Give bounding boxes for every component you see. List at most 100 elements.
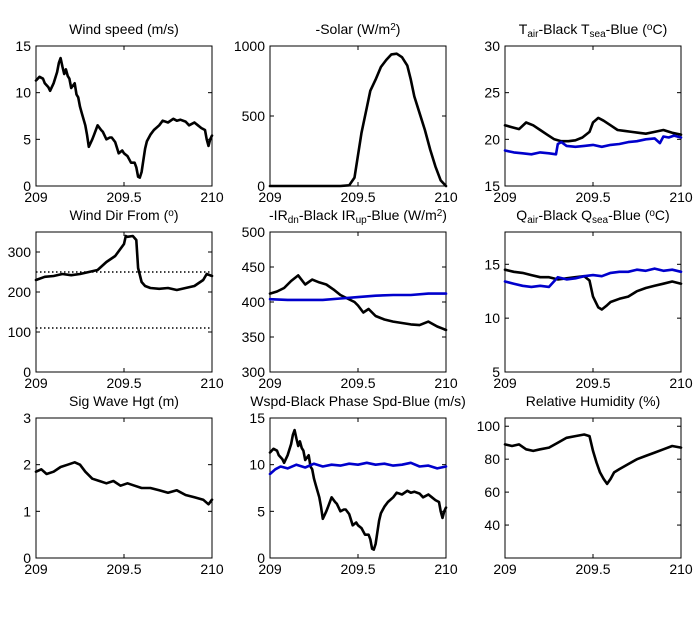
y-tick-label: 100 bbox=[8, 324, 32, 340]
panel-title: Wind speed (m/s) bbox=[69, 21, 179, 37]
plot-frame bbox=[269, 231, 447, 373]
title-part: Sig Wave Hgt (m) bbox=[69, 393, 179, 409]
y-tick-label: 10 bbox=[249, 457, 265, 473]
panel-title: Relative Humidity (%) bbox=[526, 393, 661, 409]
y-tick-label: 10 bbox=[15, 85, 31, 101]
panel-1: Wind speed (m/s) 209 209.5 210 0 5 10 15 bbox=[15, 21, 223, 205]
series-line-1 bbox=[503, 268, 683, 311]
plot-frame bbox=[504, 231, 682, 373]
y-tick-label: 0 bbox=[257, 178, 265, 194]
title-part: dn bbox=[288, 215, 299, 226]
series-line-2 bbox=[503, 134, 683, 156]
panel-title: Qair-Black Qsea-Blue (oC) bbox=[516, 207, 669, 226]
series-line-1 bbox=[34, 234, 214, 292]
x-tick-label: 209 bbox=[24, 189, 48, 205]
title-part: C) bbox=[655, 207, 670, 223]
title-part: o bbox=[647, 22, 653, 33]
panel-title: -Solar (W/m2) bbox=[316, 21, 401, 37]
title-part: up bbox=[356, 215, 368, 226]
title-part: Wspd-Black Phase Spd-Blue (m/s) bbox=[250, 393, 466, 409]
title-part: Wind Dir From ( bbox=[69, 207, 168, 223]
panel-4: Wind Dir From (o) 209 209.5 210 0 100 200 300 bbox=[8, 207, 224, 391]
x-tick-label: 209.5 bbox=[106, 561, 141, 577]
y-tick-label: 100 bbox=[477, 418, 501, 434]
panel-7: Sig Wave Hgt (m) 209 209.5 210 0 1 2 3 bbox=[23, 393, 224, 577]
x-tick-label: 209 bbox=[258, 561, 282, 577]
panel-2: -Solar (W/m2) 209 209.5 210 0 500 1000 bbox=[234, 21, 458, 205]
panel-8: Wspd-Black Phase Spd-Blue (m/s) 209 209.5 2… bbox=[249, 393, 465, 577]
y-tick-label: 0 bbox=[257, 550, 265, 566]
y-tick-label: 15 bbox=[15, 38, 31, 54]
plot-frame bbox=[35, 417, 213, 559]
series-line-1 bbox=[268, 274, 448, 332]
x-tick-label: 209 bbox=[493, 561, 517, 577]
y-tick-label: 0 bbox=[23, 178, 31, 194]
title-part: o bbox=[649, 208, 655, 219]
x-tick-label: 209 bbox=[258, 189, 282, 205]
x-tick-label: 209.5 bbox=[106, 375, 141, 391]
x-tick-label: 210 bbox=[200, 375, 224, 391]
panel-title: Sig Wave Hgt (m) bbox=[69, 393, 179, 409]
x-tick-label: 209.5 bbox=[575, 375, 610, 391]
title-part: -Blue ( bbox=[606, 21, 648, 37]
x-tick-label: 209 bbox=[24, 375, 48, 391]
x-tick-label: 210 bbox=[434, 189, 458, 205]
title-part: -Black T bbox=[538, 21, 590, 37]
series-line-1 bbox=[503, 433, 683, 486]
plot-frame bbox=[504, 45, 682, 187]
title-part: sea bbox=[592, 215, 609, 226]
title-part: 2 bbox=[390, 22, 396, 33]
series-line-1 bbox=[268, 428, 448, 551]
y-tick-label: 300 bbox=[242, 364, 266, 380]
panel-9: Relative Humidity (%) 209 209.5 210 40 60 80 10… bbox=[477, 393, 693, 577]
plot-frame bbox=[35, 231, 213, 373]
series-line-1 bbox=[503, 116, 683, 143]
title-part: -Solar (W/m bbox=[316, 21, 391, 37]
y-tick-label: 15 bbox=[484, 178, 500, 194]
y-tick-label: 15 bbox=[249, 410, 265, 426]
x-tick-label: 210 bbox=[669, 375, 693, 391]
title-part: Relative Humidity (%) bbox=[526, 393, 661, 409]
panel-3: Tair-Black Tsea-Blue (oC) 209 209.5 210 15 20… bbox=[484, 21, 692, 205]
series-line-1 bbox=[34, 56, 214, 179]
y-tick-label: 10 bbox=[484, 310, 500, 326]
y-tick-label: 200 bbox=[8, 284, 32, 300]
panel-6: Qair-Black Qsea-Blue (oC) 209 209.5 210 5 10 1… bbox=[484, 207, 692, 391]
y-tick-label: 25 bbox=[484, 85, 500, 101]
x-tick-label: 209 bbox=[493, 375, 517, 391]
title-part: -Blue ( bbox=[608, 207, 650, 223]
x-tick-label: 210 bbox=[434, 375, 458, 391]
y-tick-label: 0 bbox=[23, 364, 31, 380]
series-line-1 bbox=[34, 460, 214, 506]
y-tick-label: 30 bbox=[484, 38, 500, 54]
title-part: -Black IR bbox=[299, 207, 356, 223]
title-part: sea bbox=[590, 29, 607, 40]
title-part: o bbox=[168, 208, 174, 219]
x-tick-label: 209 bbox=[24, 561, 48, 577]
x-tick-label: 209.5 bbox=[575, 561, 610, 577]
title-part: air bbox=[527, 29, 539, 40]
series-line-1 bbox=[268, 52, 448, 188]
panel-title: Wind Dir From (o) bbox=[69, 207, 178, 223]
x-tick-label: 209.5 bbox=[340, 375, 375, 391]
x-tick-label: 210 bbox=[200, 189, 224, 205]
x-tick-label: 210 bbox=[434, 561, 458, 577]
y-tick-label: 5 bbox=[257, 503, 265, 519]
y-tick-label: 2 bbox=[23, 457, 31, 473]
y-tick-label: 1 bbox=[23, 503, 31, 519]
panel-title: -IRdn-Black IRup-Blue (W/m2) bbox=[269, 207, 447, 226]
x-tick-label: 209.5 bbox=[575, 189, 610, 205]
y-tick-label: 350 bbox=[242, 329, 266, 345]
series-line-2 bbox=[268, 292, 448, 302]
y-tick-label: 500 bbox=[242, 224, 266, 240]
x-tick-label: 210 bbox=[669, 189, 693, 205]
title-part: air bbox=[527, 215, 539, 226]
series-line-2 bbox=[503, 267, 683, 289]
title-part: Q bbox=[516, 207, 527, 223]
panel-title: Wspd-Black Phase Spd-Blue (m/s) bbox=[250, 393, 466, 409]
title-part: Wind speed (m/s) bbox=[69, 21, 179, 37]
title-part: ) bbox=[396, 21, 401, 37]
y-tick-label: 80 bbox=[484, 451, 500, 467]
x-tick-label: 209 bbox=[258, 375, 282, 391]
